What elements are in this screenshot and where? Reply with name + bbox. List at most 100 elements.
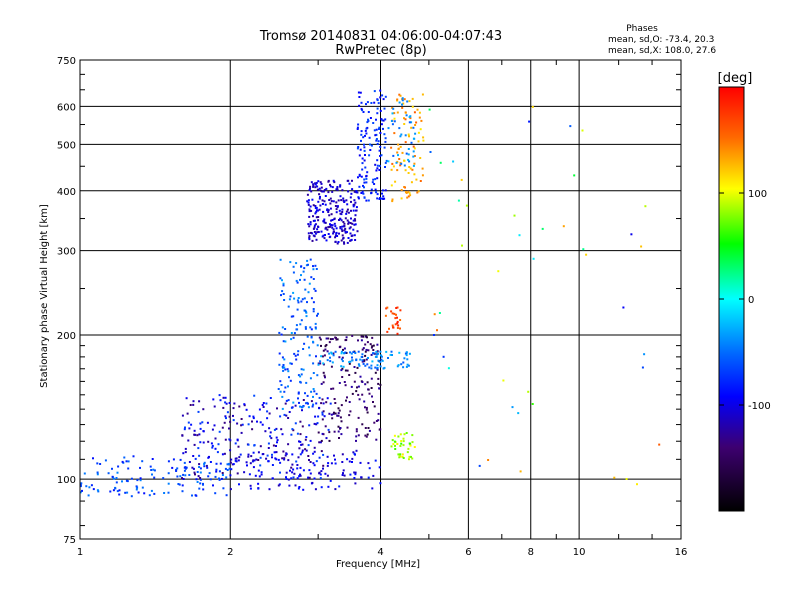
scatter-point bbox=[125, 479, 128, 482]
scatter-point bbox=[282, 364, 285, 366]
scatter-point bbox=[303, 267, 306, 270]
scatter-point bbox=[365, 174, 368, 177]
scatter-point bbox=[214, 447, 217, 450]
scatter-point bbox=[296, 299, 299, 302]
scatter-point bbox=[305, 436, 308, 438]
scatter-point bbox=[362, 362, 365, 365]
scatter-point bbox=[274, 457, 277, 460]
scatter-point bbox=[80, 483, 82, 486]
scatter-point bbox=[374, 134, 377, 137]
scatter-point bbox=[378, 387, 381, 390]
scatter-point bbox=[361, 348, 364, 351]
scatter-point bbox=[413, 446, 416, 448]
scatter-point bbox=[309, 472, 312, 475]
scatter-point bbox=[411, 441, 414, 444]
scatter-point bbox=[386, 330, 389, 333]
scatter-point bbox=[321, 413, 324, 416]
scatter-point bbox=[306, 200, 309, 203]
scatter-point bbox=[201, 421, 204, 424]
scatter-point bbox=[287, 459, 290, 462]
scatter-point bbox=[347, 179, 350, 182]
scatter-point bbox=[377, 419, 380, 422]
scatter-point bbox=[206, 466, 209, 469]
scatter-point bbox=[243, 471, 246, 474]
scatter-point bbox=[342, 365, 345, 368]
scatter-point bbox=[296, 328, 299, 331]
scatter-point bbox=[224, 438, 227, 441]
scatter-point bbox=[340, 352, 343, 355]
scatter-point bbox=[346, 203, 349, 206]
scatter-point bbox=[309, 377, 312, 380]
scatter-points bbox=[80, 89, 661, 498]
scatter-point bbox=[340, 358, 343, 361]
scatter-point bbox=[396, 322, 399, 325]
scatter-point bbox=[368, 467, 371, 470]
scatter-point bbox=[397, 453, 400, 456]
scatter-point bbox=[314, 207, 317, 209]
scatter-point bbox=[355, 430, 358, 433]
scatter-point bbox=[314, 415, 317, 418]
scatter-point bbox=[322, 371, 325, 374]
scatter-point bbox=[281, 395, 284, 398]
scatter-point bbox=[249, 487, 252, 490]
scatter-point bbox=[273, 428, 276, 431]
scatter-point bbox=[370, 367, 373, 370]
scatter-point bbox=[221, 474, 224, 476]
scatter-point bbox=[374, 371, 377, 374]
scatter-point bbox=[399, 455, 402, 458]
scatter-point bbox=[421, 174, 424, 177]
scatter-point bbox=[324, 425, 327, 428]
scatter-point bbox=[184, 467, 187, 470]
scatter-point bbox=[245, 408, 248, 411]
scatter-point bbox=[320, 182, 323, 185]
scatter-point bbox=[273, 451, 276, 454]
scatter-point bbox=[294, 404, 297, 407]
scatter-point bbox=[323, 374, 326, 377]
scatter-point bbox=[149, 465, 152, 468]
scatter-point bbox=[316, 188, 319, 191]
scatter-point bbox=[249, 484, 252, 487]
scatter-point bbox=[310, 209, 313, 212]
scatter-point bbox=[416, 191, 419, 194]
y-tick-label: 100 bbox=[57, 475, 76, 486]
scatter-point bbox=[137, 491, 140, 494]
scatter-point bbox=[288, 298, 291, 301]
scatter-point bbox=[361, 353, 364, 356]
scatter-point bbox=[192, 455, 195, 457]
scatter-point bbox=[330, 213, 333, 216]
scatter-point bbox=[352, 219, 355, 222]
scatter-point bbox=[279, 461, 282, 464]
scatter-point bbox=[354, 352, 357, 354]
scatter-point bbox=[118, 493, 121, 496]
scatter-point bbox=[317, 362, 320, 365]
scatter-point bbox=[397, 435, 400, 438]
scatter-point bbox=[345, 199, 348, 202]
scatter-point bbox=[331, 190, 334, 193]
scatter-point bbox=[279, 380, 282, 383]
scatter-point bbox=[252, 451, 255, 454]
scatter-point bbox=[412, 155, 415, 158]
scatter-point bbox=[372, 344, 375, 347]
scatter-point bbox=[331, 361, 334, 364]
scatter-point bbox=[283, 299, 286, 301]
scatter-point bbox=[271, 456, 273, 459]
scatter-point bbox=[401, 455, 404, 458]
scatter-point bbox=[408, 458, 410, 461]
scatter-point bbox=[299, 405, 302, 408]
scatter-point bbox=[339, 226, 342, 228]
scatter-point bbox=[379, 360, 382, 363]
scatter-point bbox=[541, 227, 544, 230]
scatter-point bbox=[284, 328, 287, 330]
scatter-point bbox=[252, 466, 255, 469]
scatter-point bbox=[282, 369, 285, 372]
scatter-point bbox=[335, 227, 338, 230]
scatter-point bbox=[308, 282, 311, 285]
scatter-point bbox=[185, 397, 188, 400]
scatter-point bbox=[207, 475, 210, 478]
scatter-point bbox=[332, 179, 335, 182]
scatter-point bbox=[408, 100, 411, 103]
scatter-point bbox=[323, 221, 326, 224]
scatter-point bbox=[362, 192, 365, 195]
scatter-point bbox=[363, 178, 366, 181]
scatter-point bbox=[258, 408, 261, 411]
